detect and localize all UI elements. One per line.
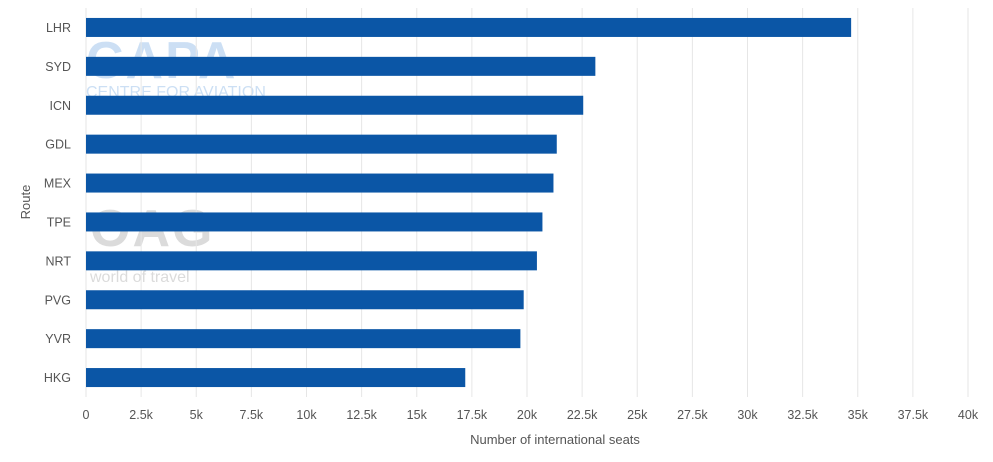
y-axis-title: Route	[18, 185, 33, 220]
category-label: TPE	[47, 215, 71, 229]
x-tick-label: 2.5k	[129, 408, 153, 422]
x-tick-label: 32.5k	[787, 408, 818, 422]
category-label: MEX	[44, 177, 72, 191]
x-tick-label: 40k	[958, 408, 979, 422]
bar-tpe[interactable]	[86, 212, 543, 232]
category-label: PVG	[45, 293, 71, 307]
x-axis-title: Number of international seats	[470, 432, 640, 447]
category-label: ICN	[49, 99, 71, 113]
bar-icn[interactable]	[86, 95, 584, 115]
category-label: LHR	[46, 21, 71, 35]
x-tick-label: 7.5k	[240, 408, 264, 422]
x-tick-label: 20k	[517, 408, 538, 422]
x-tick-labels: 0 2.5k 5k 7.5k 10k 12.5k 15k 17.5k 20k 22.5k 25k 27…	[83, 408, 979, 422]
x-tick-label: 15k	[407, 408, 428, 422]
category-labels: LHR SYD ICN GDL MEX TPE NRT PVG YVR HKG	[44, 21, 72, 385]
category-label: SYD	[45, 60, 71, 74]
oag-watermark-tagline: world of travel	[89, 269, 190, 286]
bars	[86, 17, 852, 388]
bar-syd[interactable]	[86, 56, 596, 76]
bar-gdl[interactable]	[86, 134, 557, 154]
x-tick-label: 22.5k	[567, 408, 598, 422]
x-tick-label: 5k	[190, 408, 204, 422]
bar-yvr[interactable]	[86, 329, 521, 349]
x-tick-label: 30k	[737, 408, 758, 422]
category-label: YVR	[45, 332, 71, 346]
x-tick-label: 0	[83, 408, 90, 422]
x-tick-label: 17.5k	[457, 408, 488, 422]
x-tick-label: 27.5k	[677, 408, 708, 422]
category-label: NRT	[46, 254, 72, 268]
category-label: GDL	[45, 138, 71, 152]
bar-nrt[interactable]	[86, 251, 537, 271]
x-tick-label: 12.5k	[346, 408, 377, 422]
bar-hkg[interactable]	[86, 368, 466, 388]
bar-mex[interactable]	[86, 173, 554, 193]
x-tick-label: 25k	[627, 408, 648, 422]
bar-lhr[interactable]	[86, 17, 852, 37]
bar-pvg[interactable]	[86, 290, 524, 310]
x-tick-label: 35k	[848, 408, 869, 422]
x-tick-label: 10k	[296, 408, 317, 422]
x-tick-label: 37.5k	[898, 408, 929, 422]
category-label: HKG	[44, 371, 71, 385]
